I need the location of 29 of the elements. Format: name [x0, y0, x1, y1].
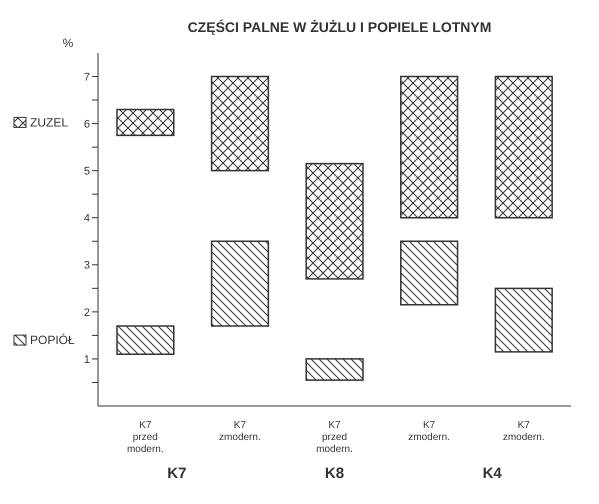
- y-tick-label: 4: [84, 212, 90, 225]
- chart-title: CZĘŚCI PALNE W ŻUŻLU I POPIELE LOTNYM: [188, 19, 492, 35]
- bar: [400, 240, 458, 306]
- bar: [116, 325, 175, 355]
- x-tick-label: K7 przed modern.: [316, 420, 353, 455]
- y-axis-title: %: [62, 36, 74, 50]
- bar: [494, 76, 553, 218]
- x-tick-label: K7 przed modern.: [126, 420, 164, 455]
- y-tick-label: 3: [84, 260, 90, 272]
- bar: [305, 162, 364, 280]
- bar: [494, 288, 553, 353]
- bar: [116, 108, 175, 136]
- legend-label: POPIÓŁ: [30, 333, 76, 348]
- y-tick-label: 6: [84, 118, 90, 131]
- x-tick-label: K7 zmodern.: [502, 420, 545, 443]
- y-tick-label: 2: [84, 306, 90, 319]
- y-tick-label: 7: [84, 71, 90, 84]
- bar: [210, 240, 270, 327]
- legend-label: ZUZEL: [30, 115, 68, 130]
- text: K8: [324, 465, 344, 482]
- text: K7: [167, 465, 186, 482]
- y-tick-label: 1: [84, 354, 90, 366]
- bar: [305, 358, 364, 381]
- text: K4: [482, 465, 502, 482]
- bar: [400, 76, 458, 218]
- y-tick-label: 5: [84, 166, 90, 178]
- x-tick-label: K7 zmodern.: [408, 420, 450, 443]
- bar: [210, 76, 270, 172]
- x-tick-label: K7 zmodern.: [219, 420, 261, 443]
